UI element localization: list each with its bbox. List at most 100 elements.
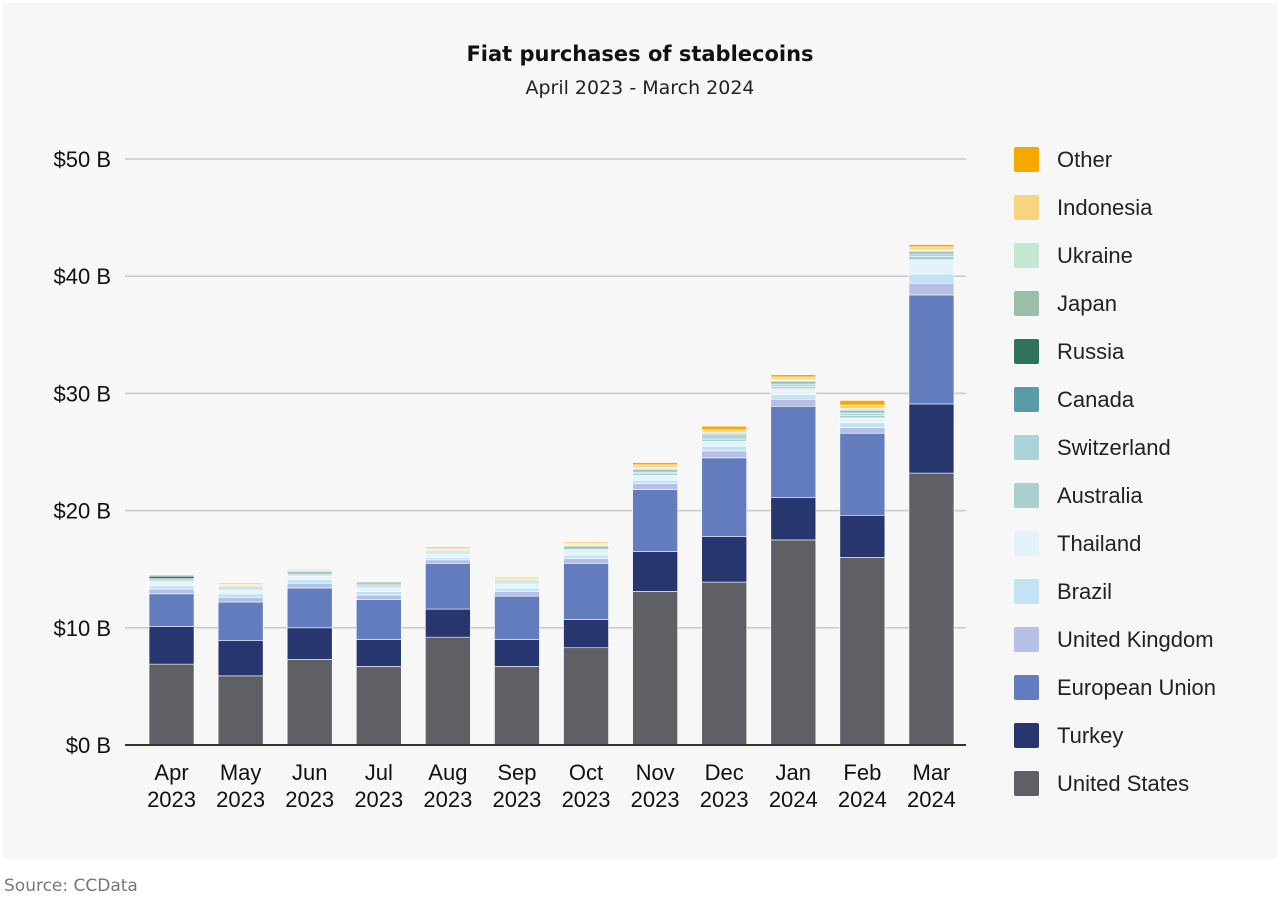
bar-segment-other <box>701 425 748 431</box>
legend-swatch <box>1014 387 1039 412</box>
legend-swatch <box>1014 627 1039 652</box>
bar-segment-japan <box>355 581 402 584</box>
bar-segment-other <box>839 400 886 406</box>
bar-segment-european-union <box>839 432 886 516</box>
bar-segment-turkey <box>494 639 540 667</box>
legend-label: Brazil <box>1057 579 1112 604</box>
bar-segment-turkey <box>355 639 402 667</box>
chart-title: Fiat purchases of stablecoins <box>466 42 814 66</box>
bar-segment-other <box>563 541 609 544</box>
bar-segment-australia <box>632 472 678 476</box>
bar-segment-united-states <box>632 591 678 746</box>
bar-segment-european-union <box>494 595 540 640</box>
legend-swatch <box>1014 483 1039 508</box>
legend-swatch <box>1014 675 1039 700</box>
bar-segment-united-kingdom <box>908 282 955 296</box>
bar-segment-united-states <box>494 666 540 746</box>
y-tick-label: $40 B <box>54 264 112 289</box>
bar-segment-european-union <box>701 457 748 537</box>
legend-swatch <box>1014 195 1039 220</box>
bar-segment-brazil <box>425 557 471 561</box>
bar-segment-united-states <box>701 581 748 746</box>
bar-segment-european-union <box>908 294 955 405</box>
x-tick-label: Jan 2024 <box>769 760 818 812</box>
legend-label: United Kingdom <box>1057 627 1214 652</box>
legend: Other Indonesia Ukraine Japan Russia Canada Sw… <box>1014 147 1216 796</box>
bar-segment-thailand <box>632 475 678 481</box>
legend-label: Russia <box>1057 339 1125 364</box>
x-tick-label: Aug 2023 <box>423 760 472 812</box>
bar-segment-turkey <box>770 497 817 541</box>
legend-swatch <box>1014 723 1039 748</box>
bar-segment-thailand <box>563 551 609 556</box>
bar-segment-brazil <box>494 587 540 592</box>
bar-segment-other <box>494 577 540 579</box>
bar-segment-other <box>632 462 678 466</box>
legend-swatch <box>1014 339 1039 364</box>
bar-segment-russia <box>148 575 195 579</box>
legend-label: Thailand <box>1057 531 1141 556</box>
bar-segment-united-kingdom <box>286 582 333 589</box>
bar-segment-united-kingdom <box>563 558 609 564</box>
bar-segment-brazil <box>770 394 817 400</box>
bar-segment-united-kingdom <box>425 559 471 564</box>
bar-segment-other <box>908 244 955 248</box>
bar-segment-united-states <box>839 557 886 746</box>
legend-label: Turkey <box>1057 723 1123 748</box>
bar-segment-brazil <box>148 585 195 590</box>
bars <box>148 244 955 746</box>
bar-segment-thailand <box>286 575 333 581</box>
legend-label: Other <box>1057 147 1112 172</box>
x-tick-label: Apr 2023 <box>147 760 196 812</box>
bar-segment-turkey <box>908 403 955 474</box>
bar-segment-united-kingdom <box>770 398 817 407</box>
bar-segment-turkey <box>425 608 471 638</box>
bar-segment-thailand <box>494 584 540 589</box>
legend-label: Ukraine <box>1057 243 1133 268</box>
x-tick-label: Jul 2023 <box>354 760 403 812</box>
bar-segment-thailand <box>425 553 471 558</box>
legend-swatch <box>1014 531 1039 556</box>
bar-segment-european-union <box>355 599 402 640</box>
legend-label: Switzerland <box>1057 435 1171 460</box>
legend-swatch <box>1014 579 1039 604</box>
bar-segment-turkey <box>563 619 609 649</box>
bar-segment-brazil <box>701 445 748 452</box>
bar-segment-australia <box>701 438 748 442</box>
bar-segment-brazil <box>286 579 333 584</box>
bar-segment-united-kingdom <box>355 594 402 600</box>
bar-segment-united-states <box>770 539 817 746</box>
bar-segment-brazil <box>632 479 678 484</box>
y-tick-label: $30 B <box>54 381 112 406</box>
bar-segment-other <box>217 582 264 585</box>
bar-segment-european-union <box>425 563 471 610</box>
bar-segment-united-states <box>355 666 402 746</box>
bar-segment-brazil <box>839 422 886 428</box>
bar-segment-thailand <box>701 441 748 447</box>
y-tick-label: $20 B <box>54 499 112 524</box>
legend-label: Canada <box>1057 387 1135 412</box>
bar-segment-european-union <box>217 601 264 641</box>
bar-segment-switzerland <box>908 253 955 257</box>
x-tick-label: Nov 2023 <box>631 760 680 812</box>
bar-segment-united-kingdom <box>701 450 748 459</box>
bar-segment-brazil <box>908 273 955 284</box>
bar-segment-turkey <box>148 626 195 665</box>
bar-segment-thailand <box>908 259 955 275</box>
bar-segment-united-kingdom <box>632 483 678 490</box>
bar-segment-european-union <box>563 563 609 620</box>
bar-segment-united-kingdom <box>494 591 540 597</box>
bar-segment-united-kingdom <box>217 597 264 603</box>
bar-segment-other <box>770 374 817 378</box>
bar-segment-switzerland <box>839 413 886 416</box>
bar-segment-switzerland <box>770 383 817 387</box>
gridlines <box>125 158 966 629</box>
bar-segment-turkey <box>701 536 748 583</box>
bar-segment-brazil <box>355 591 402 596</box>
y-tick-label: $0 B <box>66 733 111 758</box>
bar-segment-australia <box>770 386 817 390</box>
y-axis-ticks: $0 B $10 B $20 B $30 B $40 B $50 B <box>54 147 112 758</box>
bar-segment-indonesia <box>632 464 678 468</box>
legend-swatch <box>1014 243 1039 268</box>
